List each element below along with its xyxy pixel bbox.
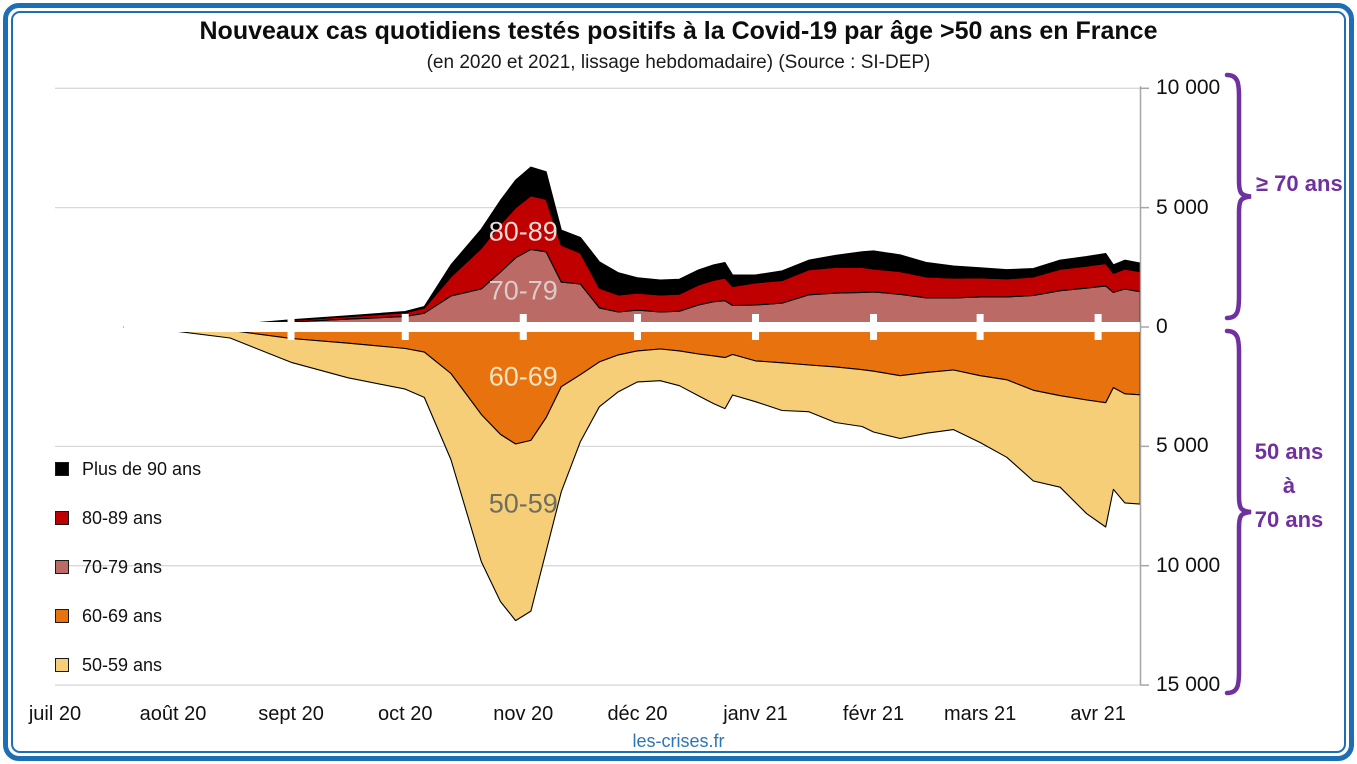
x-tick-label: août 20 [139,703,207,725]
x-tick-label: juil 20 [28,703,82,725]
y-tick-label: 0 [1156,315,1168,338]
legend-swatch-icon [55,462,69,476]
legend-label: 80-89 ans [82,507,163,528]
y-tick-label: 15 000 [1156,673,1221,697]
bracket-label-line: à [1282,473,1296,498]
legend-label: 70-79 ans [82,556,163,577]
legend-swatch-icon [55,658,69,672]
legend-swatch-icon [55,609,69,623]
x-tick-label: sept 20 [258,703,324,725]
gridlines [55,87,1140,686]
x-tick-label: oct 20 [377,703,433,725]
area-bands [122,166,1141,622]
legend-item: 50-59 ans [55,654,201,676]
area-label-60-69: 60-69 [488,361,558,392]
legend-item: 70-79 ans [55,556,201,578]
bracket-label-line: 50 ans [1254,439,1324,464]
bracket-label-50-to-70: 50 ans à 70 ans [1247,435,1331,537]
legend-item: 60-69 ans [55,605,201,627]
x-tick-label: nov 20 [493,703,554,725]
y-tick-label: 10 000 [1156,76,1221,100]
legend: Plus de 90 ans 80-89 ans 70-79 ans 60-69 an… [55,458,201,676]
y-tick-label: 10 000 [1156,553,1221,577]
y-tick-label: 5 000 [1156,434,1209,458]
area-label-50-59: 50-59 [488,488,558,519]
x-tick-label: janv 21 [723,703,788,725]
legend-label: 60-69 ans [82,605,163,626]
chart-title: Nouveaux cas quotidiens testés positifs … [199,17,1158,45]
area-label-70-79: 70-79 [488,275,558,306]
x-tick-label: févr 21 [842,703,905,725]
source-site-link[interactable]: les-crises.fr [632,731,725,751]
age-group-braces [1224,72,1252,696]
legend-swatch-icon [55,560,69,574]
legend-label: Plus de 90 ans [82,458,202,479]
y-tick-label: 5 000 [1156,195,1209,219]
bracket-label-over-70: ≥ 70 ans [1256,171,1343,196]
chart-subtitle: (en 2020 et 2021, lissage hebdomadaire) … [426,52,931,73]
legend-label: 50-59 ans [82,654,163,675]
bracket-label-line: 70 ans [1254,507,1324,532]
zero-baseline [123,314,1141,340]
x-tick-label: mars 21 [943,703,1017,725]
area-label-80-89: 80-89 [488,216,558,247]
x-tick-label: déc 20 [607,703,668,725]
legend-swatch-icon [55,511,69,525]
legend-item: Plus de 90 ans [55,458,201,480]
x-tick-label: avr 21 [1070,703,1126,725]
right-value-axis [1139,86,1149,686]
legend-item: 80-89 ans [55,507,201,529]
